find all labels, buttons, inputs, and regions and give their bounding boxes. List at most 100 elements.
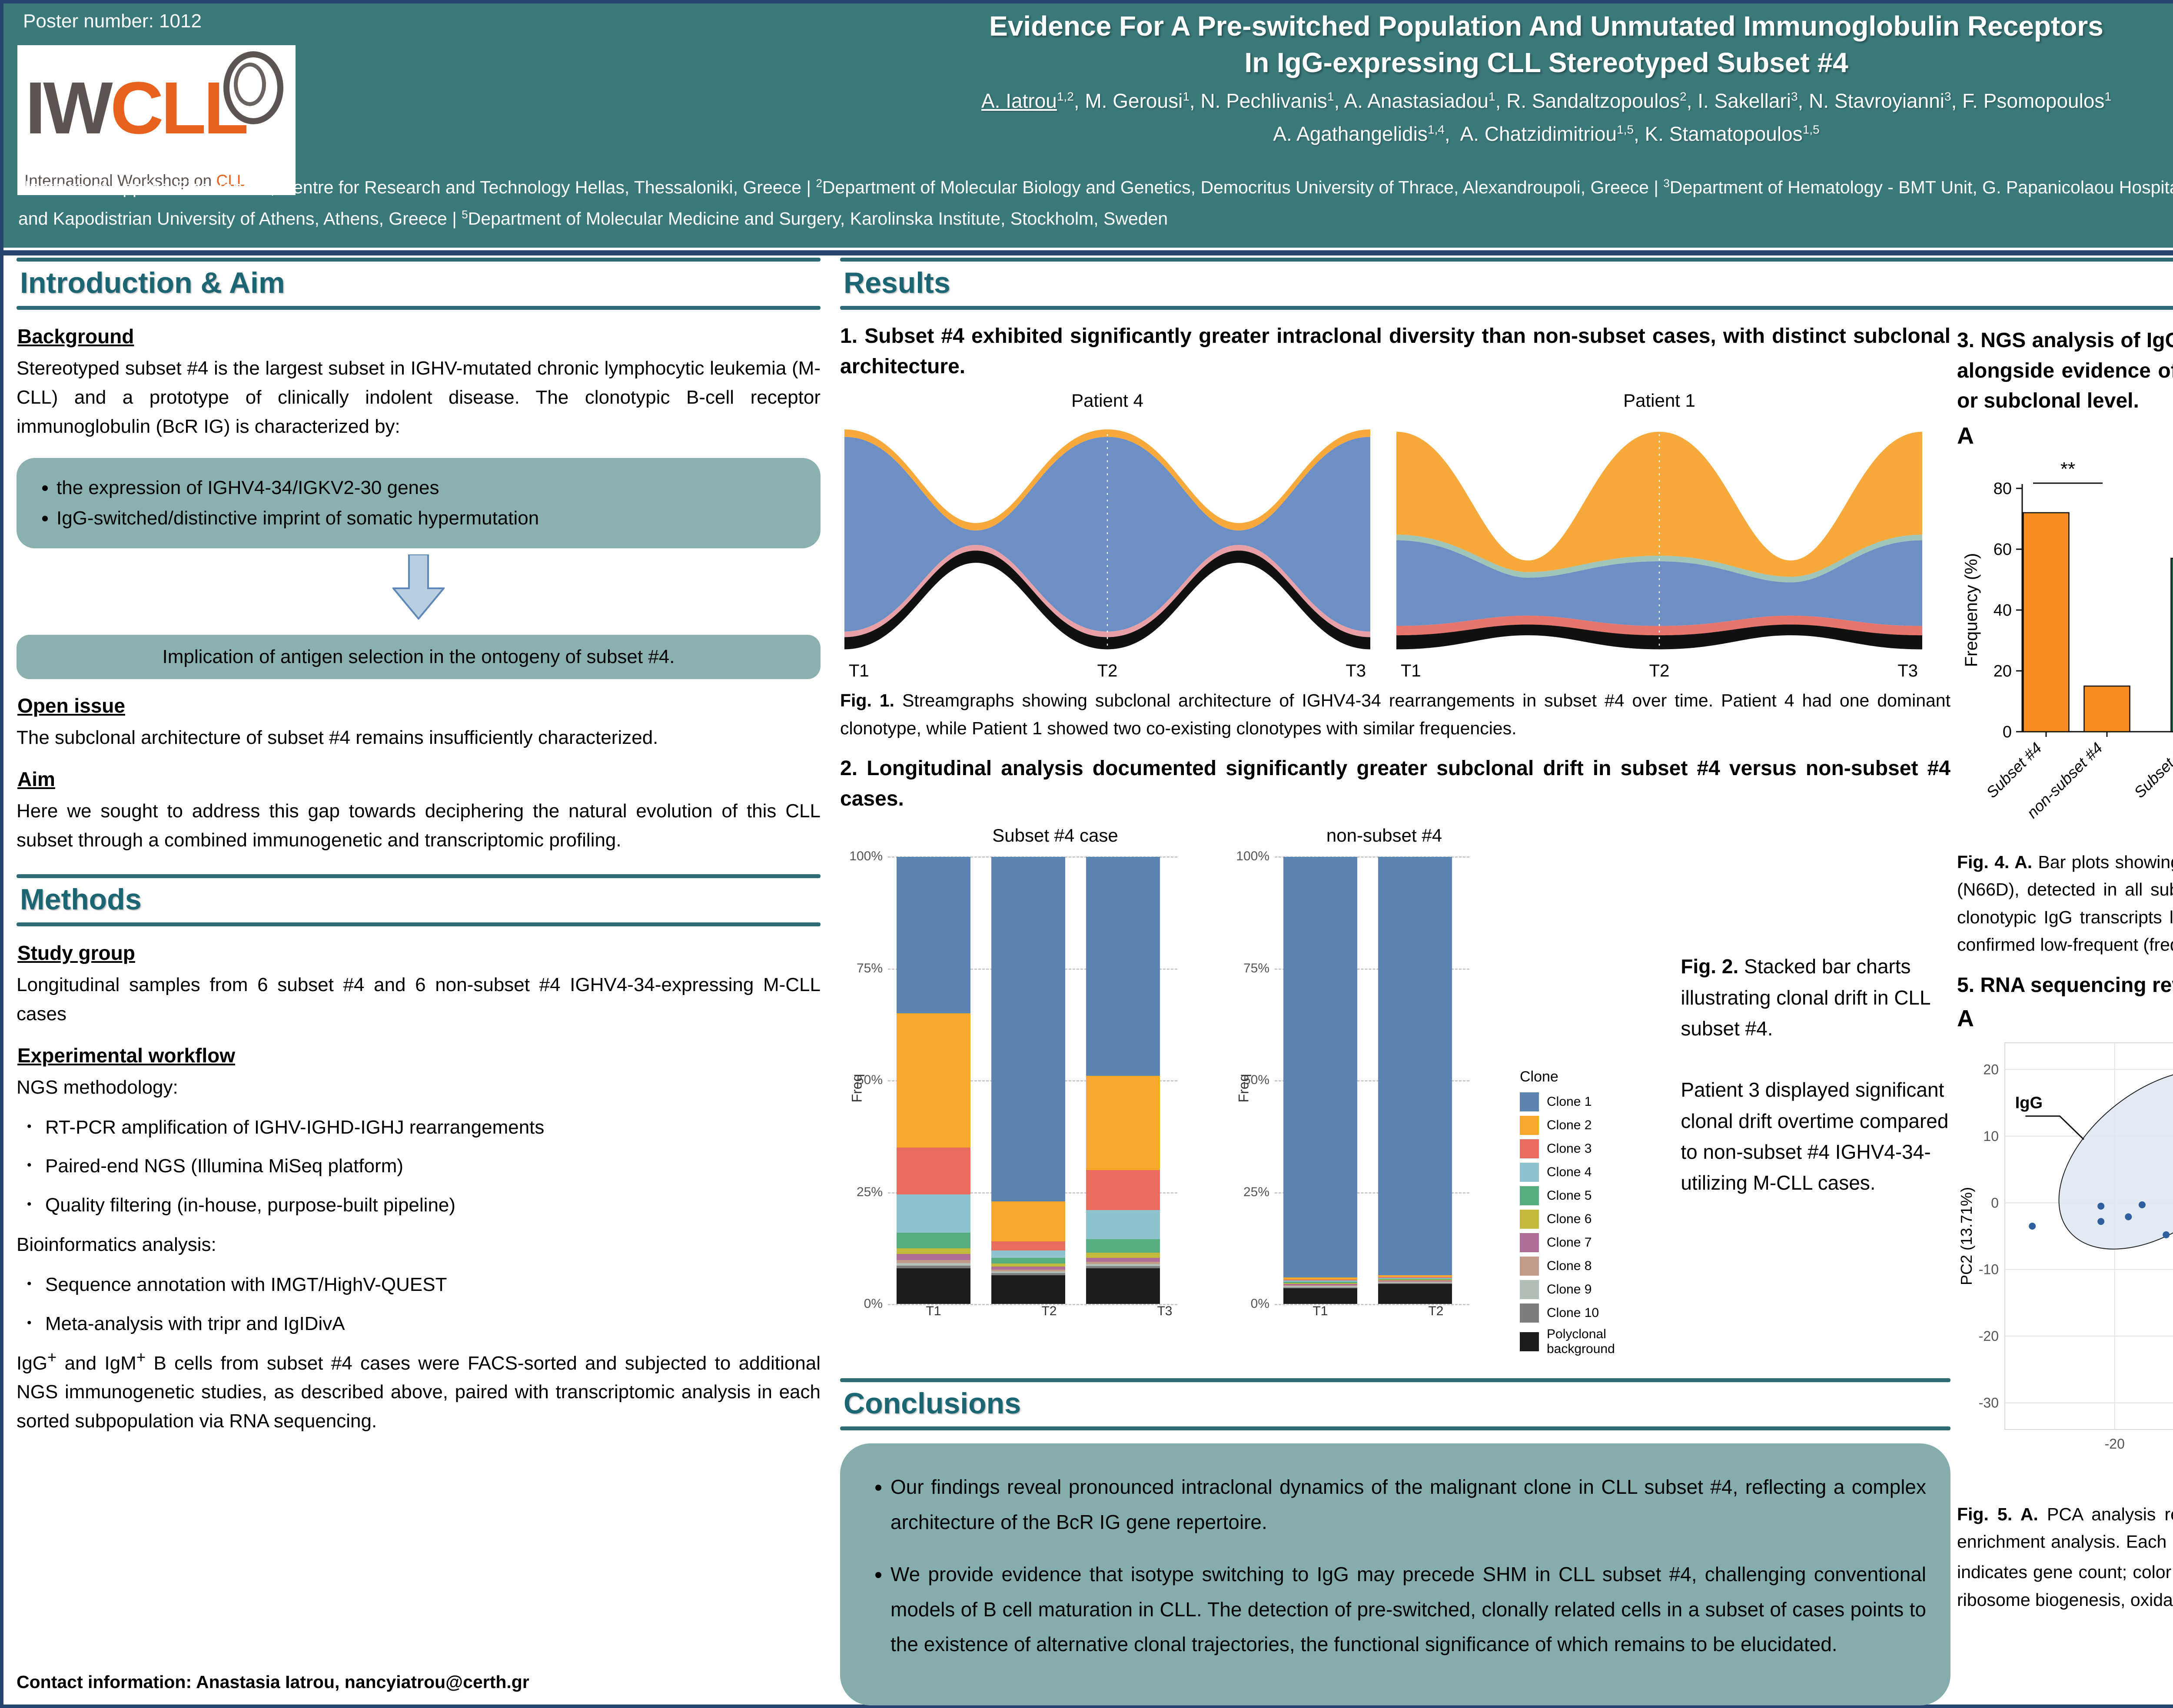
- figure2-caption-2: Patient 3 displayed significant clonal d…: [1681, 1078, 1949, 1194]
- rule: [840, 1378, 1950, 1383]
- figure5: A -2002020100-10-20-30PC1 (36.97%)PC2 (1…: [1957, 1005, 2173, 1495]
- figure2-chart-subset4: Subset #4 case 0% 25% 50% 75% 100% Freq T1 T2 T3: [849, 825, 1223, 1361]
- characteristics-box: the expression of IGHV4-34/IGKV2-30 gene…: [17, 458, 821, 549]
- legend-item: Clone 7: [1520, 1233, 1655, 1253]
- bioinformatics-item: Sequence annotation with IMGT/HighV-QUES…: [21, 1271, 821, 1299]
- section-title-introduction: Introduction & Aim: [20, 266, 285, 299]
- study-group-label: Study group: [17, 942, 135, 965]
- background-label: Background: [17, 325, 134, 348]
- legend-item: Clone 4: [1520, 1163, 1655, 1182]
- rule: [840, 306, 2173, 310]
- legend-item: Clone 8: [1520, 1257, 1655, 1276]
- iwcll-logo: IWCLL International Workshop on CLL: [17, 45, 296, 195]
- rule: [17, 258, 821, 262]
- svg-text:Frequency (%): Frequency (%): [1962, 553, 1981, 667]
- streamgraph-patient-4: Patient 4 T1 T2 T3: [844, 390, 1370, 681]
- svg-text:Subset #4: Subset #4: [1983, 739, 2045, 801]
- legend-item: Clone 5: [1520, 1186, 1655, 1206]
- characteristics-list: the expression of IGHV4-34/IGKV2-30 gene…: [34, 473, 803, 534]
- svg-text:IgG: IgG: [2015, 1094, 2043, 1112]
- svg-text:20: 20: [1994, 662, 2012, 680]
- iwcll-wordmark: IWCLL: [25, 67, 249, 149]
- legend-item: Clone 1: [1520, 1092, 1655, 1112]
- affiliations: 1Institute of Applied Biosciences, Centr…: [18, 176, 2173, 229]
- streamgraph-x-labels: T1 T2 T3: [1401, 661, 1918, 681]
- implication-box: Implication of antigen selection in the …: [17, 635, 821, 680]
- poster-title-line2: In IgG-expressing CLL Stereotyped Subset…: [1244, 47, 1848, 79]
- result-heading-2: 2. Longitudinal analysis documented sign…: [840, 757, 1950, 810]
- authors-line1: A. Iatrou1,2, M. Gerousi1, N. Pechlivani…: [981, 89, 2112, 112]
- legend-item: Clone 2: [1520, 1116, 1655, 1135]
- svg-text:PC2 (13.71%): PC2 (13.71%): [1957, 1187, 1975, 1285]
- svg-text:-20: -20: [1979, 1328, 1999, 1344]
- streamgraph-patient-1: Patient 1 T1 T2 T3: [1396, 390, 1922, 681]
- ngs-item: Quality filtering (in-house, purpose-bui…: [21, 1191, 821, 1219]
- panel-a-label: A: [1957, 422, 1974, 449]
- study-group-text: Longitudinal samples from 6 subset #4 an…: [17, 974, 821, 1025]
- result-heading-1: 1. Subset #4 exhibited significantly gre…: [840, 325, 1950, 378]
- iwcll-caption: International Workshop on CLL: [24, 172, 246, 189]
- right-column: 3. NGS analysis of IgG+ and IgM+ cells i…: [1957, 258, 2173, 1620]
- down-arrow-icon: [17, 554, 821, 622]
- bioinfo-label: Bioinformatics analysis:: [17, 1234, 216, 1256]
- rule: [17, 922, 821, 927]
- svg-text:**: **: [2060, 458, 2075, 480]
- open-issue-label: Open issue: [17, 694, 125, 717]
- header-divider: [3, 248, 2173, 257]
- legend-item: Polyclonal background: [1520, 1327, 1655, 1356]
- legend-item: Clone 10: [1520, 1303, 1655, 1323]
- authors-line2: A. Agathangelidis1,4, A. Chatzidimitriou…: [1273, 123, 1820, 146]
- workflow-label: Experimental workflow: [17, 1044, 236, 1067]
- figure1-streamgraphs: Patient 4 T1 T2 T3 Patient 1 T1 T2 T3: [844, 390, 1950, 681]
- streamgraph-title: Patient 1: [1623, 390, 1695, 411]
- conclusions-box: Our findings reveal pronounced intraclon…: [840, 1443, 1950, 1705]
- background-text: Stereotyped subset #4 is the largest sub…: [17, 358, 821, 437]
- result-heading-3: 3. NGS analysis of IgG+ and IgM+ cells i…: [1957, 329, 2173, 413]
- svg-text:-30: -30: [1979, 1395, 1999, 1410]
- svg-text:60: 60: [1994, 541, 2012, 559]
- figure2-legend: Clone Clone 1 Clone 2 Clone 3 Clone 4 Clone 5…: [1520, 1068, 1655, 1361]
- facs-text: IgG+ and IgM+ B cells from subset #4 cas…: [17, 1348, 821, 1432]
- streamgraph-x-labels: T1 T2 T3: [849, 661, 1366, 681]
- section-title-results: Results: [844, 266, 950, 299]
- title-block: Evidence For A Pre-switched Population A…: [308, 8, 2173, 147]
- svg-text:10: 10: [1983, 1128, 1999, 1144]
- section-title-conclusions: Conclusions: [844, 1387, 1021, 1420]
- ngs-list: RT-PCR amplification of IGHV-IGHD-IGHJ r…: [17, 1114, 821, 1219]
- svg-text:-20: -20: [2105, 1436, 2125, 1452]
- svg-text:20: 20: [1983, 1061, 1999, 1077]
- legend-item: Clone 9: [1520, 1280, 1655, 1300]
- ngs-label: NGS methodology:: [17, 1076, 178, 1098]
- bioinformatics-item: Meta-analysis with tripr and IgIDivA: [21, 1310, 821, 1338]
- poster-header: Poster number: 1012 IWCLL International …: [3, 3, 2173, 248]
- aim-label: Aim: [17, 768, 55, 791]
- middle-column: Results 1. Subset #4 exhibited significa…: [840, 258, 2173, 1705]
- conclusion-item: Our findings reveal pronounced intraclon…: [890, 1469, 1926, 1539]
- svg-text:Subset #4: Subset #4: [2130, 739, 2173, 801]
- rule: [17, 874, 821, 879]
- figure2-caption-1: Fig. 2. Stacked bar charts illustrating …: [1681, 955, 1930, 1040]
- figure5-caption: Fig. 5. A. PCA analysis revealing distin…: [1957, 1504, 2173, 1610]
- svg-text:80: 80: [1994, 480, 2012, 498]
- ngs-item: RT-PCR amplification of IGHV-IGHD-IGHJ r…: [21, 1114, 821, 1141]
- svg-text:0: 0: [2003, 723, 2012, 741]
- figure4-caption: Fig. 4. A. Bar plots showing the mean fr…: [1957, 852, 2173, 955]
- characteristic-item: the expression of IGHV4-34/IGKV2-30 gene…: [56, 473, 803, 503]
- rule: [840, 1426, 1950, 1431]
- section-title-methods: Methods: [20, 883, 142, 916]
- bioinformatics-list: Sequence annotation with IMGT/HighV-QUES…: [17, 1271, 821, 1338]
- figure2-stacked-bars: Subset #4 case 0% 25% 50% 75% 100% Freq T1 T2 T3 …: [840, 825, 1950, 1361]
- legend-item: Clone 6: [1520, 1210, 1655, 1229]
- svg-text:-10: -10: [1979, 1261, 1999, 1277]
- rule: [840, 258, 2173, 262]
- open-issue-text: The subclonal architecture of subset #4 …: [17, 727, 658, 749]
- poster-body: Introduction & Aim Background Stereotype…: [3, 258, 2173, 1705]
- poster-number: Poster number: 1012: [23, 10, 202, 32]
- left-column: Introduction & Aim Background Stereotype…: [17, 258, 821, 1700]
- conclusion-item: We provide evidence that isotype switchi…: [890, 1557, 1926, 1662]
- result-heading-5: 5. RNA sequencing revealed distinct func…: [1957, 973, 2173, 997]
